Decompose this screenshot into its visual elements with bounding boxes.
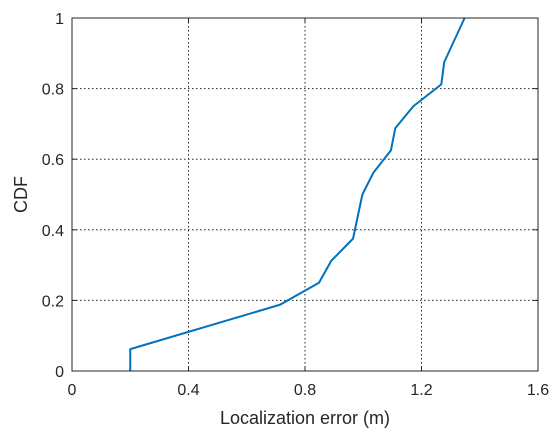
x-tick-labels: 0 0.4 0.8 1.2 1.6 <box>68 382 550 399</box>
x-tick-label: 1.6 <box>527 382 549 399</box>
y-tick-label: 0.4 <box>42 223 64 240</box>
grid-lines <box>72 18 538 371</box>
y-tick-label: 1 <box>55 11 64 28</box>
x-axis-label: Localization error (m) <box>220 408 390 428</box>
y-tick-labels: 0 0.2 0.4 0.6 0.8 1 <box>42 11 64 381</box>
plot-frame <box>71 17 539 372</box>
y-tick-label: 0.6 <box>42 152 64 169</box>
y-tick-label: 0 <box>55 364 64 381</box>
series-layer <box>129 17 466 371</box>
y-tick-label: 0.2 <box>42 293 64 310</box>
y-axis-label: CDF <box>11 176 31 213</box>
y-tick-label: 0.8 <box>42 82 64 99</box>
x-tick-label: 0.8 <box>294 382 316 399</box>
cdf-series-line <box>129 17 466 371</box>
x-tick-label: 0 <box>68 382 77 399</box>
x-tick-label: 0.4 <box>177 382 199 399</box>
x-tick-label: 1.2 <box>410 382 432 399</box>
